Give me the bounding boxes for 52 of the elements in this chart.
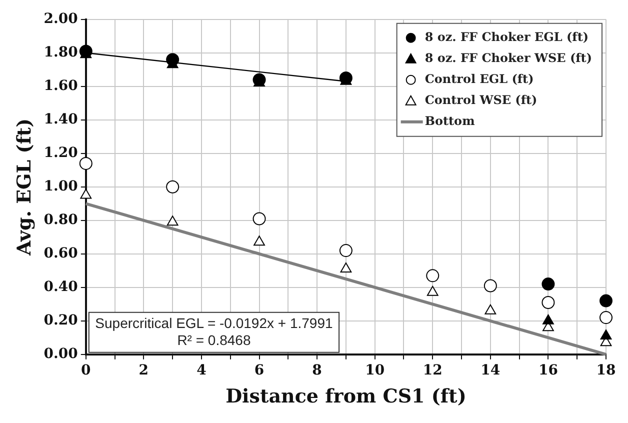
point bbox=[166, 53, 180, 66]
point bbox=[542, 296, 555, 309]
point bbox=[79, 156, 92, 170]
point bbox=[426, 269, 440, 282]
x-tick-label: 0 bbox=[81, 362, 92, 378]
point bbox=[339, 72, 352, 85]
point bbox=[252, 73, 266, 86]
y-tick-label: 1.80 bbox=[44, 44, 78, 61]
point bbox=[80, 188, 92, 199]
point bbox=[426, 286, 438, 296]
y-tick-label: 1.20 bbox=[44, 145, 78, 162]
point bbox=[254, 236, 265, 246]
y-tick-label: 0.00 bbox=[44, 346, 78, 362]
y-tick-label: 0.20 bbox=[44, 312, 78, 329]
x-tick-label: 2 bbox=[138, 362, 149, 378]
x-axis-title: Distance from CS1 (ft) bbox=[226, 386, 466, 408]
point bbox=[600, 329, 612, 340]
x-tick-label: 14 bbox=[480, 362, 500, 378]
point bbox=[340, 262, 352, 272]
x-tick-label: 8 bbox=[312, 362, 322, 378]
y-tick-label: 1.60 bbox=[44, 78, 78, 94]
y-axis-title: Avg. EGL (ft) bbox=[13, 118, 36, 256]
point bbox=[252, 212, 266, 226]
point bbox=[79, 44, 92, 58]
x-tick-label: 18 bbox=[596, 362, 616, 378]
point bbox=[484, 279, 497, 292]
x-tick-label: 12 bbox=[422, 362, 442, 378]
y-tick-label: 0.60 bbox=[44, 246, 78, 262]
point bbox=[339, 244, 352, 258]
legend-label: 8 oz. FF Choker WSE (ft) bbox=[424, 51, 592, 66]
x-tick-label: 16 bbox=[538, 362, 558, 378]
legend-label: Control WSE (ft) bbox=[424, 93, 538, 108]
point bbox=[484, 304, 496, 314]
point bbox=[166, 216, 178, 226]
legend-label: Control EGL (ft) bbox=[424, 72, 534, 86]
y-tick-label: 2.00 bbox=[44, 11, 78, 28]
x-tick-label: 6 bbox=[254, 362, 264, 378]
point bbox=[542, 314, 554, 324]
legend-label: Bottom bbox=[424, 114, 476, 128]
x-tick-label: 4 bbox=[196, 362, 207, 378]
y-tick-label: 1.00 bbox=[44, 178, 78, 195]
point bbox=[166, 180, 180, 194]
annotation: Supercritical EGL = -0.0192x + 1.7991 bbox=[95, 314, 333, 331]
x-tick-label: 10 bbox=[365, 362, 385, 378]
point bbox=[600, 311, 612, 324]
point bbox=[600, 294, 612, 308]
y-tick-label: 0.80 bbox=[44, 212, 78, 228]
y-tick-label: 1.40 bbox=[44, 112, 78, 128]
annotation: R² = 0.8468 bbox=[177, 332, 251, 348]
legend-label: 8 oz. FF Choker EGL (ft) bbox=[424, 30, 589, 44]
point bbox=[542, 278, 555, 291]
y-tick-label: 0.40 bbox=[44, 279, 78, 296]
